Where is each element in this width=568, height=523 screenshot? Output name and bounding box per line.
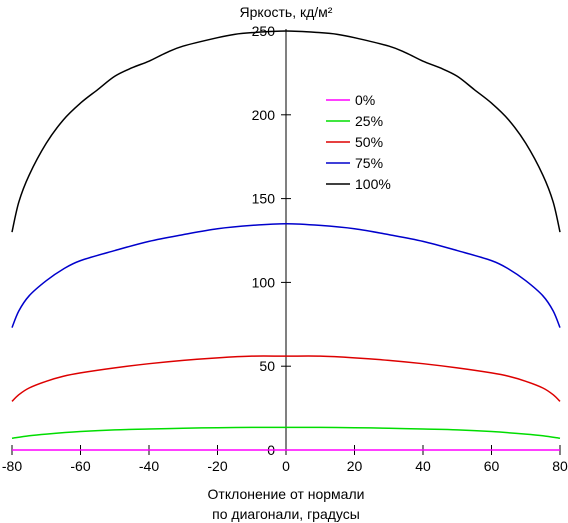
y-axis-title: Яркость, кд/м² [240, 4, 333, 20]
legend: 0% 25% 50% 75% 100% [326, 92, 391, 192]
series-line-25-percent [11, 426, 561, 440]
x-tick-label: 80 [552, 458, 568, 474]
x-tick-label: -20 [207, 458, 227, 474]
legend-label-25-percent: 25% [355, 113, 383, 129]
legend-label-100-percent: 100% [355, 176, 391, 192]
y-tick-label: 250 [252, 23, 276, 39]
y-tick-label: 200 [252, 107, 276, 123]
series-group [11, 30, 561, 451]
x-axis-title-line-1: Отклонение от нормали [208, 486, 365, 502]
x-tick-label: -80 [2, 458, 22, 474]
legend-label-50-percent: 50% [355, 134, 383, 150]
x-axis-title-line-2: по диагонали, градусы [212, 506, 360, 522]
x-tick-label: -60 [70, 458, 90, 474]
x-tick-label: 60 [484, 458, 500, 474]
x-tick-label: -40 [139, 458, 159, 474]
series-line-100-percent [11, 30, 561, 233]
x-tick-label: 20 [347, 458, 363, 474]
y-tick-label: 100 [252, 274, 276, 290]
legend-label-0-percent: 0% [355, 92, 375, 108]
x-tick-label: 40 [415, 458, 431, 474]
legend-label-75-percent: 75% [355, 155, 383, 171]
y-tick-label: 50 [259, 358, 275, 374]
x-tick-label: 0 [282, 458, 290, 474]
series-line-75-percent [11, 222, 561, 328]
y-tick-label: 150 [252, 191, 276, 207]
series-line-50-percent [11, 355, 561, 402]
